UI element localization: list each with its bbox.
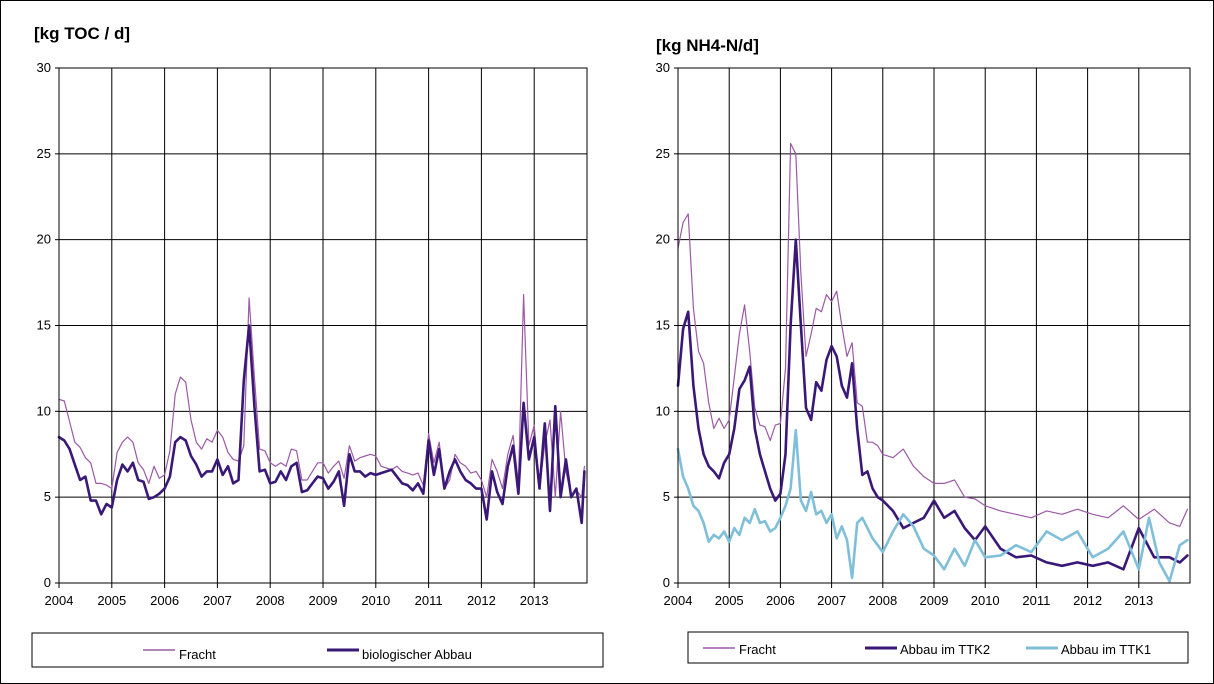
legend-label-fracht: Fracht	[179, 647, 216, 662]
x-tick-label: 2008	[868, 593, 897, 608]
y-tick-label: 0	[663, 575, 670, 590]
legend-box	[687, 631, 1189, 664]
y-tick-label: 0	[44, 575, 51, 590]
legend-label-fracht: Fracht	[739, 642, 776, 657]
x-tick-label: 2007	[817, 593, 846, 608]
y-tick-label: 5	[663, 489, 670, 504]
x-tick-label: 2004	[664, 593, 693, 608]
x-tick-label: 2010	[971, 593, 1000, 608]
y-tick-label: 15	[37, 318, 51, 333]
series-line-abbau-im-ttk1	[676, 428, 1189, 583]
axis-ticks: 0 5 10 15 20 25 30 2004 2005 2006 2007 2008 2009 2010…	[37, 60, 549, 608]
chart-nh4: [kg NH4-N/d] 0 5 10 15 20 25 30 2004 2005 2006 200…	[656, 36, 1191, 664]
gridlines	[58, 67, 587, 584]
x-tick-label: 2011	[1022, 593, 1050, 608]
legend: Fracht Abbau im TTK2 Abbau im TTK1	[687, 631, 1189, 664]
y-tick-label: 20	[37, 232, 51, 247]
legend-label-abbau-ttk1: Abbau im TTK1	[1061, 642, 1151, 657]
x-tick-label: 2010	[361, 593, 390, 608]
legend-label-abbau-ttk2: Abbau im TTK2	[900, 642, 990, 657]
chart-toc: [kg TOC / d] 0 5 10 15 20 25 30 2004 2005 2006 200…	[31, 24, 604, 668]
x-tick-label: 2012	[1073, 593, 1102, 608]
series-line-fracht	[58, 294, 586, 498]
x-tick-label: 2013	[1124, 593, 1153, 608]
series-line-abbau-im-ttk2	[676, 238, 1189, 571]
plot-area	[677, 67, 1191, 584]
y-tick-label: 10	[656, 403, 670, 418]
y-tick-label: 25	[656, 146, 670, 161]
series-line-fracht	[677, 142, 1189, 528]
legend-box	[31, 632, 604, 668]
x-tick-label: 2005	[97, 593, 126, 608]
series-group	[57, 294, 586, 525]
x-tick-label: 2009	[309, 593, 338, 608]
y-tick-label: 20	[656, 232, 670, 247]
y-tick-label: 10	[37, 403, 51, 418]
x-tick-label: 2012	[467, 593, 496, 608]
y-tick-label: 25	[37, 146, 51, 161]
series-line-biologischer-abbau	[57, 324, 586, 525]
x-tick-label: 2006	[150, 593, 179, 608]
x-tick-label: 2008	[256, 593, 285, 608]
gridlines	[677, 67, 1190, 584]
y-tick-label: 5	[44, 489, 51, 504]
y-unit-label: [kg TOC / d]	[34, 24, 130, 43]
x-tick-label: 2009	[920, 593, 949, 608]
x-tick-label: 2007	[203, 593, 232, 608]
y-unit-label: [kg NH4-N/d]	[656, 36, 759, 55]
x-tick-label: 2011	[415, 593, 443, 608]
x-tick-label: 2005	[715, 593, 744, 608]
y-tick-label: 15	[656, 318, 670, 333]
x-tick-label: 2004	[45, 593, 74, 608]
series-group	[676, 142, 1189, 583]
x-tick-label: 2013	[520, 593, 549, 608]
x-tick-label: 2006	[766, 593, 795, 608]
plot-area	[58, 67, 588, 584]
y-tick-label: 30	[656, 60, 670, 75]
legend: Fracht biologischer Abbau	[31, 632, 604, 668]
y-tick-label: 30	[37, 60, 51, 75]
legend-label-biologischer-abbau: biologischer Abbau	[362, 647, 472, 662]
axis-ticks: 0 5 10 15 20 25 30 2004 2005 2006 2007 2008 2009 2010…	[656, 60, 1154, 608]
